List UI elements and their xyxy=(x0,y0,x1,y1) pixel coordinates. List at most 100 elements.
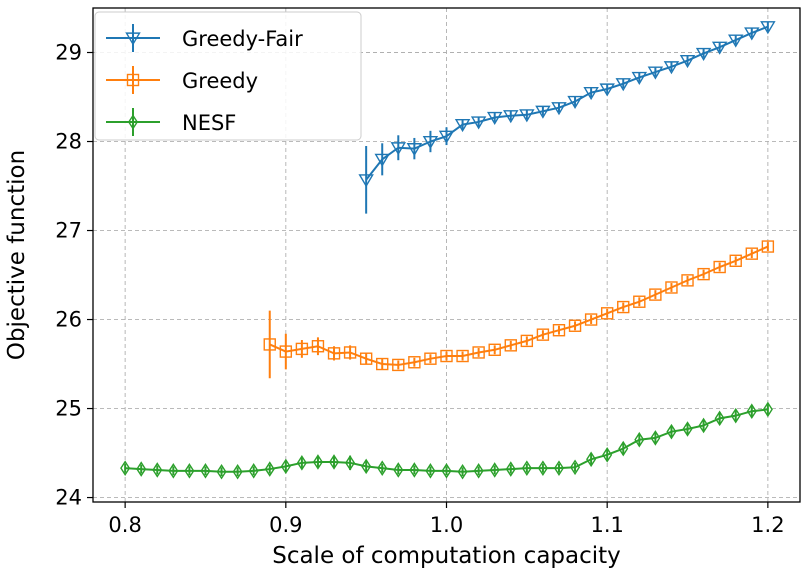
data-point xyxy=(728,34,744,48)
data-point xyxy=(296,455,307,471)
legend-label: NESF xyxy=(182,111,236,135)
y-tick-label: 26 xyxy=(55,308,82,332)
legend-item: Greedy-Fair xyxy=(106,24,303,52)
data-point xyxy=(745,247,758,260)
data-point xyxy=(440,349,453,363)
series-greedy-fair xyxy=(358,21,776,214)
data-point xyxy=(681,274,694,287)
legend-box xyxy=(94,11,362,141)
data-point xyxy=(617,300,630,314)
data-point xyxy=(520,334,534,348)
legend-marker xyxy=(127,114,139,130)
data-point xyxy=(393,462,404,478)
data-point xyxy=(521,460,532,476)
data-point xyxy=(760,21,776,35)
series-nesf xyxy=(120,401,773,480)
data-point xyxy=(697,267,710,281)
data-point xyxy=(425,463,436,479)
data-point xyxy=(615,78,631,92)
data-point xyxy=(584,313,598,326)
data-point xyxy=(503,110,519,124)
data-point xyxy=(280,458,291,475)
data-point xyxy=(551,102,567,116)
data-point xyxy=(489,462,500,478)
data-point xyxy=(406,143,423,157)
legend: Greedy-Fair Greedy NESF xyxy=(94,11,362,141)
data-point xyxy=(553,460,565,476)
data-point xyxy=(264,461,275,477)
series-line xyxy=(125,408,768,473)
data-point xyxy=(682,421,693,437)
data-point xyxy=(328,454,340,470)
x-tick-label: 1.2 xyxy=(751,513,784,537)
y-axis: 24 25 26 27 28 29 xyxy=(55,41,93,510)
legend-marker xyxy=(125,32,141,46)
y-tick-label: 29 xyxy=(55,41,82,65)
data-point xyxy=(586,451,597,468)
data-point xyxy=(473,463,484,479)
data-point xyxy=(552,324,566,337)
data-point xyxy=(295,342,309,356)
data-point xyxy=(359,352,373,365)
data-point xyxy=(631,71,648,85)
data-point xyxy=(633,295,646,308)
data-point xyxy=(392,358,405,372)
x-tick-label: 0.9 xyxy=(269,513,302,537)
data-point xyxy=(519,109,535,123)
data-point xyxy=(567,95,583,110)
x-tick-label: 1.1 xyxy=(590,513,623,537)
data-point xyxy=(666,423,677,440)
data-point xyxy=(650,430,661,446)
data-point xyxy=(488,343,501,356)
x-tick-label: 1.0 xyxy=(430,513,463,537)
data-point xyxy=(120,460,131,476)
data-point xyxy=(470,116,487,130)
y-axis-label: Objective function xyxy=(4,150,30,360)
data-point xyxy=(713,260,726,274)
data-point xyxy=(327,347,341,360)
data-point xyxy=(279,345,293,358)
data-point xyxy=(424,352,437,365)
data-point xyxy=(746,403,757,420)
series-layer xyxy=(120,21,776,480)
data-point xyxy=(762,401,773,418)
data-point xyxy=(168,463,179,479)
data-point xyxy=(457,463,468,480)
data-point xyxy=(438,130,455,144)
data-point xyxy=(618,440,629,457)
data-point xyxy=(665,281,678,294)
data-point xyxy=(248,463,259,479)
data-point xyxy=(602,447,613,463)
data-point xyxy=(343,346,357,359)
data-point xyxy=(600,307,614,320)
data-point xyxy=(390,142,407,156)
data-point xyxy=(698,417,709,434)
data-point xyxy=(232,463,243,480)
data-point xyxy=(136,461,147,477)
data-point xyxy=(216,463,227,480)
y-tick-label: 25 xyxy=(55,397,82,421)
data-point xyxy=(663,61,680,75)
data-point xyxy=(200,463,211,479)
data-point xyxy=(679,54,696,69)
data-point xyxy=(456,349,469,363)
series-line xyxy=(269,245,769,366)
data-point xyxy=(647,66,664,80)
data-point xyxy=(504,339,517,352)
y-tick-label: 28 xyxy=(55,130,82,154)
data-point xyxy=(744,27,760,41)
y-tick-label: 24 xyxy=(55,486,82,510)
data-point xyxy=(358,174,374,188)
data-point xyxy=(408,356,421,369)
legend-item: Greedy xyxy=(106,66,258,94)
data-point xyxy=(152,462,163,478)
data-point xyxy=(376,357,389,371)
data-point xyxy=(599,83,615,97)
x-tick-label: 0.8 xyxy=(108,513,141,537)
data-point xyxy=(441,463,452,479)
data-point xyxy=(409,462,420,478)
data-point xyxy=(422,135,439,150)
data-point xyxy=(537,460,548,476)
y-tick-label: 27 xyxy=(55,219,82,243)
